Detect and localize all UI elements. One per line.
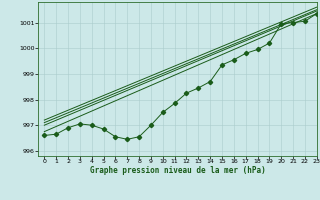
X-axis label: Graphe pression niveau de la mer (hPa): Graphe pression niveau de la mer (hPa): [90, 166, 266, 175]
